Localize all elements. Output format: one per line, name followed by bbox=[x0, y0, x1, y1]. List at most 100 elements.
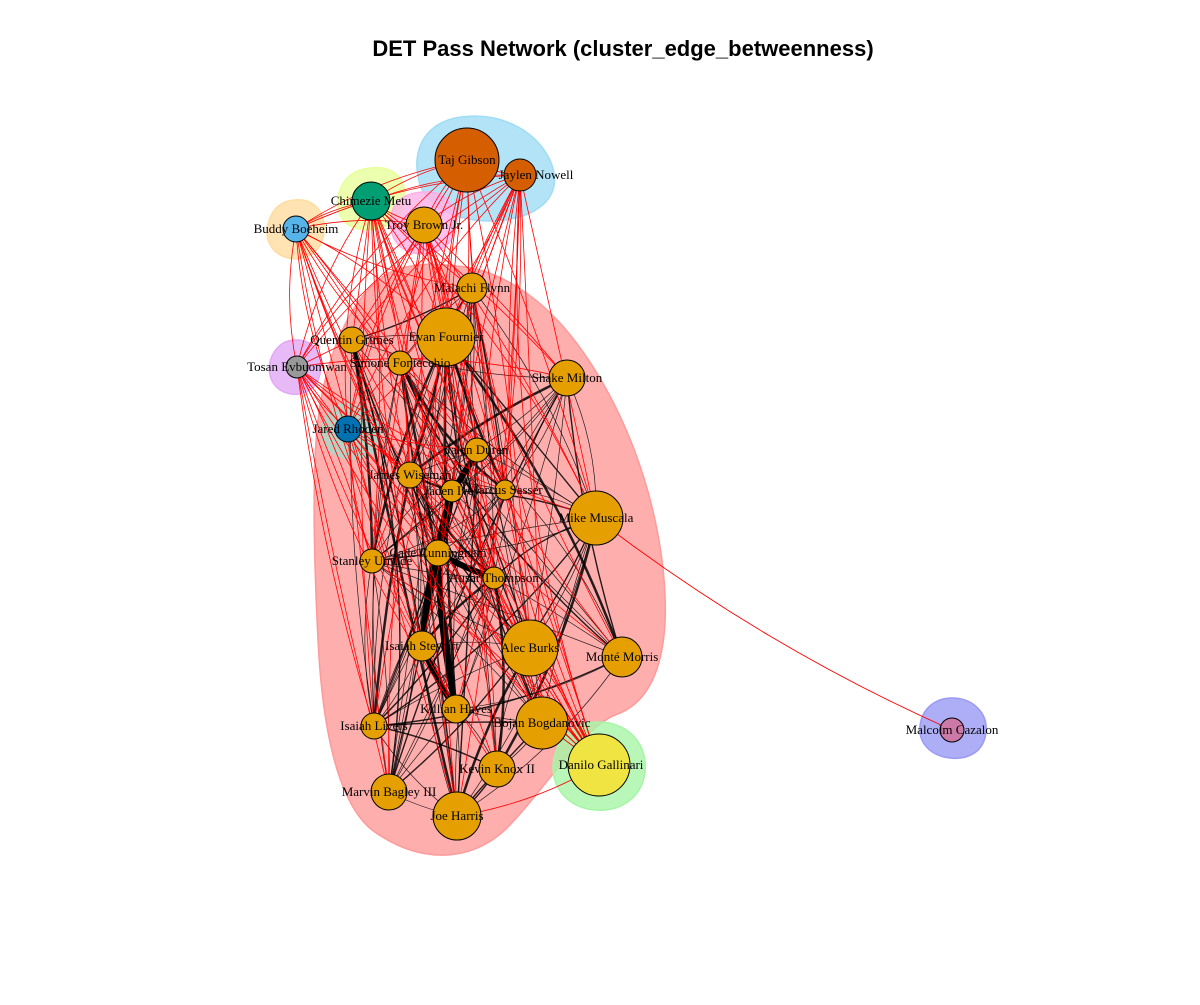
node-cade[interactable] bbox=[424, 539, 452, 567]
node-label-killian: Killian Hayes bbox=[420, 701, 492, 716]
edge-intra bbox=[388, 336, 447, 793]
node-quentin[interactable] bbox=[338, 326, 366, 354]
edge-inter bbox=[295, 228, 458, 817]
node-kevin[interactable] bbox=[478, 750, 516, 788]
edge-inter bbox=[516, 174, 600, 766]
edge-intra-heavy bbox=[419, 490, 455, 647]
node-label-buddy: Buddy Boeheim bbox=[254, 221, 339, 236]
node-thompson[interactable] bbox=[482, 566, 506, 590]
node-alec[interactable] bbox=[501, 619, 559, 677]
edge-intra bbox=[388, 517, 597, 793]
edge-inter bbox=[296, 366, 439, 554]
edge-intra bbox=[371, 560, 623, 658]
node-buddy[interactable] bbox=[282, 215, 310, 243]
node-label-malachi: Malachi Flynn bbox=[434, 280, 511, 295]
node-label-danilo: Danilo Gallinari bbox=[559, 757, 644, 772]
edge-inter bbox=[295, 228, 495, 579]
edge-intra-heavy bbox=[435, 552, 459, 710]
node-label-isaiahl: Isaiah Livers bbox=[340, 718, 408, 733]
edge-intra bbox=[421, 449, 478, 647]
node-label-stanley: Stanley Umude bbox=[332, 553, 413, 568]
edge-inter bbox=[423, 224, 498, 770]
node-label-isaiahs: Isaiah Stewart bbox=[385, 638, 459, 653]
node-simone[interactable] bbox=[387, 350, 413, 376]
edge-inter bbox=[296, 224, 425, 368]
edge-inter bbox=[421, 224, 458, 817]
node-evan[interactable] bbox=[416, 307, 476, 367]
node-label-kevin: Kevin Knox II bbox=[459, 761, 535, 776]
node-label-quentin: Quentin Grimes bbox=[310, 332, 393, 347]
edge-inter bbox=[347, 428, 373, 562]
node-marcus[interactable] bbox=[494, 479, 516, 501]
node-malachi[interactable] bbox=[456, 272, 488, 304]
node-label-simone: Simone Fontecchio bbox=[350, 355, 451, 370]
edge-inter bbox=[295, 228, 423, 647]
edge-intra bbox=[373, 656, 623, 727]
node-isaiahl[interactable] bbox=[360, 712, 388, 740]
edge-inter bbox=[370, 200, 498, 770]
node-jaylen[interactable] bbox=[503, 158, 537, 192]
edge-intra bbox=[371, 560, 390, 793]
node-marvin[interactable] bbox=[370, 773, 408, 811]
edge-inter bbox=[371, 174, 521, 562]
edge-intra bbox=[351, 339, 401, 793]
edge-inter bbox=[296, 174, 521, 368]
edge-inter bbox=[296, 366, 375, 727]
edge-inter bbox=[295, 228, 349, 430]
edge-intra bbox=[453, 449, 478, 710]
node-monte[interactable] bbox=[601, 636, 643, 678]
node-killian[interactable] bbox=[441, 694, 471, 724]
edge-inter bbox=[295, 228, 401, 364]
edge-inter bbox=[466, 159, 597, 519]
node-troy[interactable] bbox=[405, 206, 443, 244]
node-jared[interactable] bbox=[334, 415, 362, 443]
node-danilo[interactable] bbox=[567, 733, 631, 797]
node-shake[interactable] bbox=[548, 359, 586, 397]
edge-intra bbox=[455, 377, 568, 710]
edge-inter bbox=[370, 200, 411, 476]
edge-inter bbox=[519, 174, 597, 519]
edge-inter bbox=[451, 174, 521, 492]
edge-inter bbox=[296, 366, 597, 519]
node-malcolm[interactable] bbox=[939, 717, 965, 743]
edge-inter bbox=[371, 560, 600, 766]
node-label-monte: Monté Morris bbox=[586, 649, 659, 664]
node-jalen[interactable] bbox=[464, 437, 490, 463]
node-label-james: James Wiseman bbox=[368, 467, 452, 482]
edge-inter bbox=[347, 428, 495, 579]
node-tosan[interactable] bbox=[285, 355, 309, 379]
node-isaiahs[interactable] bbox=[406, 630, 438, 662]
edge-intra bbox=[409, 474, 498, 770]
edge-inter bbox=[347, 224, 425, 430]
node-stanley[interactable] bbox=[359, 548, 385, 574]
node-james[interactable] bbox=[396, 461, 424, 489]
edge-inter bbox=[295, 228, 453, 492]
node-label-cade: Cade Cunningham bbox=[389, 545, 486, 560]
edge-inter bbox=[409, 474, 600, 766]
edge-intra bbox=[451, 377, 568, 492]
edge-inter bbox=[466, 159, 600, 766]
node-mike[interactable] bbox=[568, 490, 624, 546]
node-joe[interactable] bbox=[432, 791, 482, 841]
edge-intra bbox=[371, 362, 401, 727]
node-label-chimezie: Chimezie Metu bbox=[331, 193, 412, 208]
edge-intra bbox=[364, 560, 375, 727]
edge-inter bbox=[370, 200, 597, 519]
edge-inter bbox=[347, 428, 457, 710]
edge-inter bbox=[347, 428, 478, 451]
node-taj[interactable] bbox=[434, 127, 500, 193]
node-label-marvin: Marvin Bagley III bbox=[342, 784, 437, 799]
node-label-taj: Taj Gibson bbox=[438, 152, 496, 167]
node-aiden[interactable] bbox=[440, 479, 464, 503]
node-label-evan: Evan Fournier bbox=[409, 329, 484, 344]
node-layer bbox=[282, 127, 965, 841]
node-chimezie[interactable] bbox=[351, 181, 391, 221]
edge-inter bbox=[296, 366, 457, 710]
node-label-malcolm: Malcolm Cazalon bbox=[906, 722, 999, 737]
edge-inter bbox=[347, 428, 453, 492]
edge-intra bbox=[351, 339, 623, 658]
node-bojan[interactable] bbox=[515, 696, 569, 750]
node-label-shake: Shake Milton bbox=[532, 370, 603, 385]
